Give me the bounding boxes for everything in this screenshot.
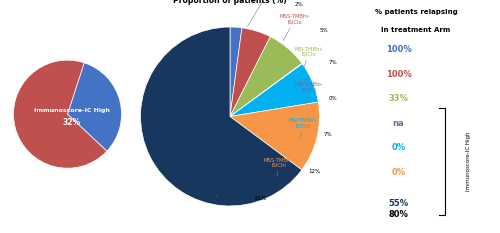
Wedge shape <box>14 60 107 168</box>
Text: MSI-TMBlo-
ISIClo: MSI-TMBlo- ISIClo <box>248 0 282 26</box>
Wedge shape <box>230 64 318 116</box>
Wedge shape <box>230 63 302 116</box>
Wedge shape <box>68 63 122 151</box>
Wedge shape <box>230 37 302 116</box>
Text: % patients relapsing: % patients relapsing <box>374 9 458 15</box>
Text: MSI-TMBhi-
ISIChi: MSI-TMBhi- ISIChi <box>289 118 318 139</box>
Text: 100%: 100% <box>386 45 411 54</box>
Text: MSS-TMBlo-
ISIChi: MSS-TMBlo- ISIChi <box>210 183 241 197</box>
Text: Immunoscore-IC High: Immunoscore-IC High <box>34 108 110 113</box>
Text: 0%: 0% <box>328 96 337 101</box>
Text: na: na <box>392 119 404 128</box>
Text: 0%: 0% <box>392 168 406 177</box>
Text: 12%: 12% <box>308 169 321 175</box>
Text: MSS-TMBhi-
ISIChi: MSS-TMBhi- ISIChi <box>264 158 294 176</box>
Wedge shape <box>230 27 242 117</box>
Text: 61%: 61% <box>255 196 267 201</box>
Text: 0%: 0% <box>392 143 406 152</box>
Wedge shape <box>230 102 320 170</box>
Text: 55%: 55% <box>388 199 408 208</box>
Text: 7%: 7% <box>328 60 337 65</box>
Text: 32%: 32% <box>63 118 81 127</box>
Text: In treatment Arm: In treatment Arm <box>382 27 450 33</box>
Text: 80%: 80% <box>388 210 408 219</box>
Text: Immunoscore-IC High: Immunoscore-IC High <box>466 131 470 191</box>
Text: MSS-TMBhi-
ISIClo: MSS-TMBhi- ISIClo <box>279 14 310 41</box>
Text: 5%: 5% <box>320 28 328 33</box>
Text: MSI-TMBlo-
ISIChi: MSI-TMBlo- ISIChi <box>294 82 323 105</box>
Text: MSI-TMBhi-
ISIClo: MSI-TMBhi- ISIClo <box>294 47 323 67</box>
Wedge shape <box>140 27 302 206</box>
Text: 33%: 33% <box>388 94 408 103</box>
Wedge shape <box>230 28 270 116</box>
Text: 2%: 2% <box>294 2 303 7</box>
Text: 100%: 100% <box>386 69 411 79</box>
Title: Proportion of patients (%): Proportion of patients (%) <box>173 0 287 5</box>
Text: 7%: 7% <box>324 132 332 137</box>
